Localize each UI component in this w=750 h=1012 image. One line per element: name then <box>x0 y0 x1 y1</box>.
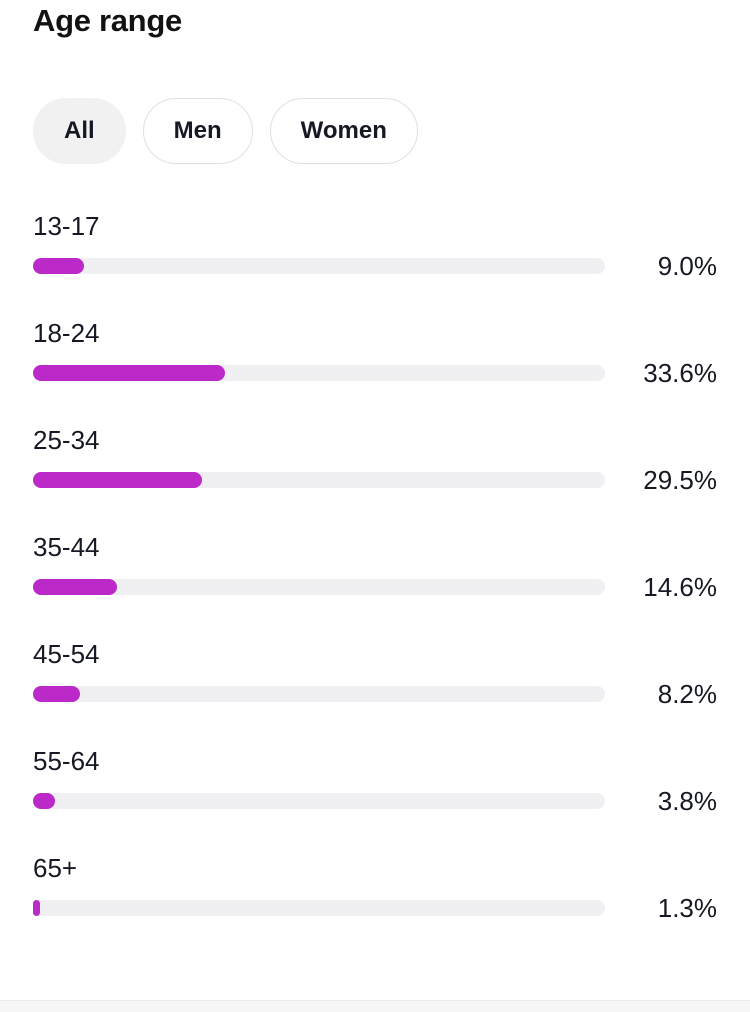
bar-track <box>33 579 605 595</box>
bar-fill <box>33 686 80 702</box>
bar-track <box>33 900 605 916</box>
age-row-label: 18-24 <box>33 318 100 348</box>
age-row: 45-54 8.2% <box>33 638 717 709</box>
bar-track <box>33 686 605 702</box>
age-row-value: 8.2% <box>657 679 717 709</box>
bar-fill <box>33 258 85 274</box>
age-row: 35-44 14.6% <box>33 531 717 602</box>
age-row-label: 25-34 <box>33 425 100 455</box>
section-divider <box>0 1000 750 1012</box>
age-row-label: 65+ <box>33 853 78 883</box>
age-row-bar-line: 14.6% <box>33 572 717 602</box>
age-row: 25-34 29.5% <box>33 424 717 495</box>
bar-fill <box>33 793 55 809</box>
age-row-label: 45-54 <box>33 639 100 669</box>
age-row-label: 13-17 <box>33 211 100 241</box>
bar-track <box>33 472 605 488</box>
age-row-bar-line: 9.0% <box>33 251 717 281</box>
bar-fill <box>33 365 226 381</box>
filter-pill-all[interactable]: All <box>33 98 126 164</box>
bar-fill <box>33 472 202 488</box>
bar-fill <box>33 900 41 916</box>
age-range-chart: 13-17 9.0% 18-24 33.6% 25-34 29.5% 35-44 14.6% 4… <box>33 210 717 923</box>
age-row: 13-17 9.0% <box>33 210 717 281</box>
age-row-value: 29.5% <box>643 465 717 495</box>
age-row-bar-line: 29.5% <box>33 465 717 495</box>
age-row-value: 3.8% <box>657 786 717 816</box>
age-row: 18-24 33.6% <box>33 317 717 388</box>
filter-pill-women[interactable]: Women <box>269 98 418 164</box>
age-row-value: 1.3% <box>657 893 717 923</box>
age-row-value: 33.6% <box>643 358 717 388</box>
age-range-section: Age range All Men Women 13-17 9.0% 18-24 33.6… <box>33 3 717 923</box>
gender-filter-group: All Men Women <box>33 98 717 164</box>
age-row-bar-line: 1.3% <box>33 893 717 923</box>
age-row-bar-line: 3.8% <box>33 786 717 816</box>
age-row-bar-line: 8.2% <box>33 679 717 709</box>
age-row-bar-line: 33.6% <box>33 358 717 388</box>
age-row-label: 35-44 <box>33 532 100 562</box>
section-title: Age range <box>33 3 182 38</box>
filter-pill-men[interactable]: Men <box>142 98 253 164</box>
age-row-value: 14.6% <box>643 572 717 602</box>
age-row: 55-64 3.8% <box>33 745 717 816</box>
bar-track <box>33 258 605 274</box>
age-row-value: 9.0% <box>657 251 717 281</box>
bar-fill <box>33 579 117 595</box>
age-row-label: 55-64 <box>33 746 100 776</box>
bar-track <box>33 365 605 381</box>
age-row: 65+ 1.3% <box>33 852 717 923</box>
bar-track <box>33 793 605 809</box>
